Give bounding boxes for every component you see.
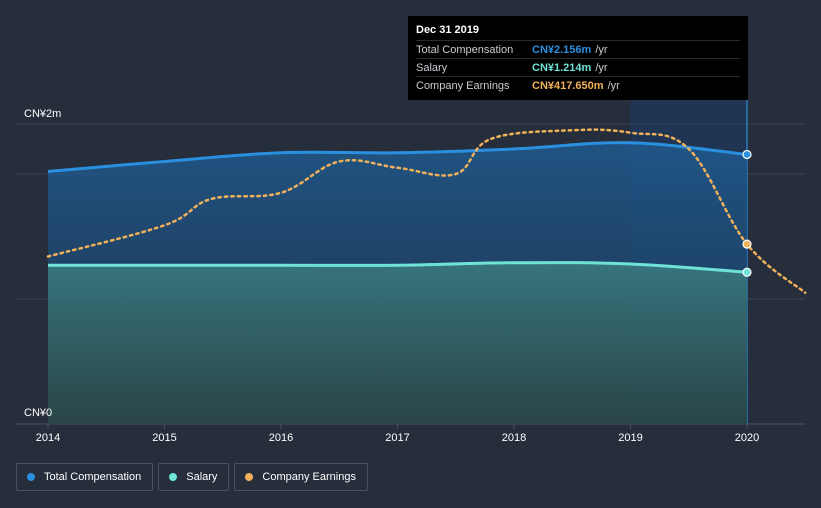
- legend-label: Total Compensation: [44, 471, 142, 483]
- salary-area: [48, 262, 747, 424]
- tooltip-date: Dec 31 2019: [416, 24, 479, 36]
- total-compensation-marker: [742, 149, 752, 160]
- line-layer: [46, 128, 807, 294]
- tooltip-unit: /yr: [607, 79, 620, 92]
- tooltip-unit: /yr: [595, 61, 608, 74]
- legend-item-company-earnings[interactable]: Company Earnings: [234, 463, 368, 491]
- y-tick-label: CN¥0: [24, 407, 52, 419]
- legend-label: Salary: [186, 471, 218, 483]
- salary-line: [47, 261, 748, 274]
- label-layer: CN¥2m CN¥0 2014 2015 2016 2017 2018 2019 2020: [24, 108, 759, 444]
- legend-label: Company Earnings: [262, 471, 356, 483]
- tooltip-row-total-compensation: Total Compensation CN¥2.156m /yr: [416, 40, 740, 58]
- tooltip-label: Salary: [416, 61, 448, 74]
- tooltip-label: Total Compensation: [416, 43, 514, 56]
- x-tick-label: 2017: [385, 432, 409, 444]
- tooltip-row-company-earnings: Company Earnings CN¥417.650m /yr: [416, 76, 740, 94]
- legend-dot-icon: [27, 473, 35, 481]
- legend-item-total-compensation[interactable]: Total Compensation: [16, 463, 154, 491]
- legend: Total Compensation Salary Company Earnin…: [16, 463, 368, 491]
- tooltip-row-salary: Salary CN¥1.214m /yr: [416, 58, 740, 76]
- company-earnings-marker: [742, 239, 752, 249]
- x-tick-label: 2020: [735, 432, 759, 444]
- x-tick-label: 2019: [618, 432, 642, 444]
- salary-marker: [742, 267, 752, 277]
- tooltip-value: CN¥2.156m: [532, 43, 592, 56]
- x-tick-label: 2018: [502, 432, 526, 444]
- tooltip-label: Company Earnings: [416, 79, 510, 92]
- tooltip: Dec 31 2019 Total Compensation CN¥2.156m…: [408, 16, 748, 100]
- company-earnings-line: [46, 128, 807, 294]
- legend-item-salary[interactable]: Salary: [158, 463, 230, 491]
- total-compensation-line: [47, 141, 748, 173]
- y-tick-label: CN¥2m: [24, 108, 61, 120]
- legend-dot-icon: [245, 473, 254, 481]
- x-tick-label: 2015: [152, 432, 176, 444]
- legend-dot-icon: [169, 473, 178, 481]
- tooltip-value: CN¥417.650m: [532, 79, 604, 92]
- marker-layer: [742, 149, 752, 277]
- tooltip-value: CN¥1.214m: [532, 61, 592, 74]
- area-layer: [48, 142, 747, 424]
- tooltip-unit: /yr: [595, 43, 608, 56]
- x-tick-label: 2016: [269, 432, 293, 444]
- x-tick-label: 2014: [36, 432, 60, 444]
